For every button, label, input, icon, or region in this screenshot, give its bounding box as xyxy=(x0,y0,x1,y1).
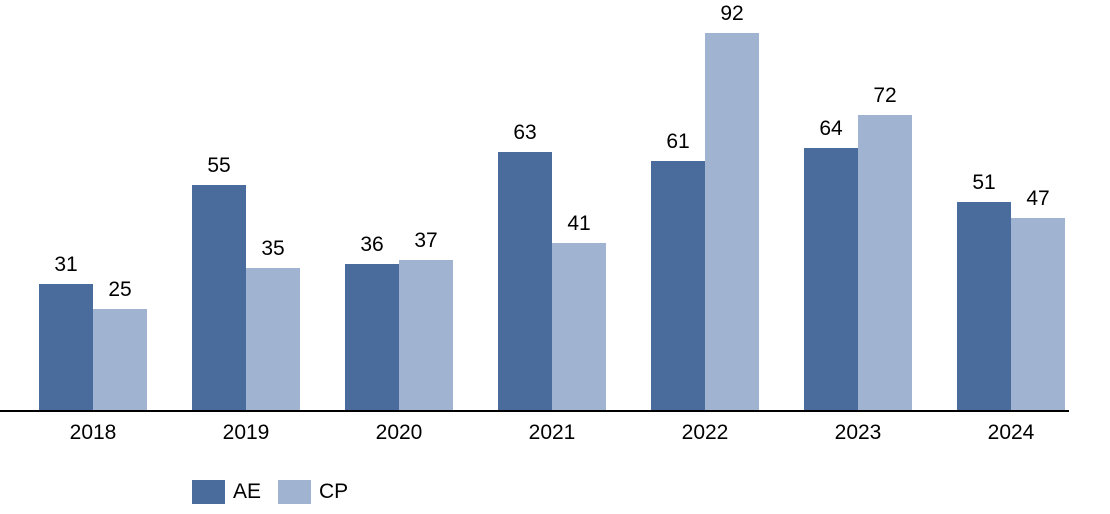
bar-value-label: 63 xyxy=(513,121,537,144)
bar-value-label: 55 xyxy=(207,154,231,177)
bar-cp-2019 xyxy=(246,268,300,412)
bar-value-label: 35 xyxy=(261,237,285,260)
bar-cp-2021 xyxy=(552,243,606,412)
plot-area: 31 25 55 35 36 37 63 41 61 92 64 72 51 47 xyxy=(18,0,1087,412)
legend-swatch-cp xyxy=(278,480,312,504)
bar-value-label: 36 xyxy=(360,233,384,256)
bar-value-label: 47 xyxy=(1026,187,1050,210)
bar-value-label: 72 xyxy=(873,84,897,107)
bar-value-label: 41 xyxy=(567,212,591,235)
bar-ae-2022 xyxy=(651,161,705,412)
x-axis-tick-label: 2023 xyxy=(834,421,882,444)
legend-label: CP xyxy=(319,480,349,503)
x-axis-tick-label: 2022 xyxy=(681,421,729,444)
bar-value-label: 25 xyxy=(108,278,132,301)
legend-swatch-ae xyxy=(192,480,225,504)
legend: AE CP xyxy=(192,480,365,504)
bar-value-label: 31 xyxy=(54,253,78,276)
x-axis-tick-label: 2020 xyxy=(375,421,423,444)
x-axis-tick-label: 2018 xyxy=(69,421,117,444)
bar-value-label: 37 xyxy=(414,229,438,252)
bar-value-label: 92 xyxy=(720,2,744,25)
x-axis-tick-label: 2019 xyxy=(222,421,270,444)
x-axis-line xyxy=(0,410,1069,412)
bar-cp-2022 xyxy=(705,33,759,412)
legend-item-cp: CP xyxy=(278,480,348,504)
bar-value-label: 64 xyxy=(819,117,843,140)
bar-ae-2018 xyxy=(39,284,93,412)
x-axis-tick-label: 2024 xyxy=(987,421,1035,444)
bar-ae-2021 xyxy=(498,152,552,412)
bar-cp-2024 xyxy=(1011,218,1065,412)
bar-cp-2023 xyxy=(858,115,912,412)
legend-label: AE xyxy=(233,480,262,503)
bar-cp-2018 xyxy=(93,309,147,412)
bar-cp-2020 xyxy=(399,260,453,412)
bar-ae-2019 xyxy=(192,185,246,412)
legend-item-ae: AE xyxy=(192,480,261,504)
bar-ae-2023 xyxy=(804,148,858,412)
x-axis-tick-label: 2021 xyxy=(528,421,576,444)
bar-ae-2020 xyxy=(345,264,399,412)
bar-ae-2024 xyxy=(957,202,1011,412)
bar-value-label: 61 xyxy=(666,130,690,153)
bar-value-label: 51 xyxy=(972,171,996,194)
